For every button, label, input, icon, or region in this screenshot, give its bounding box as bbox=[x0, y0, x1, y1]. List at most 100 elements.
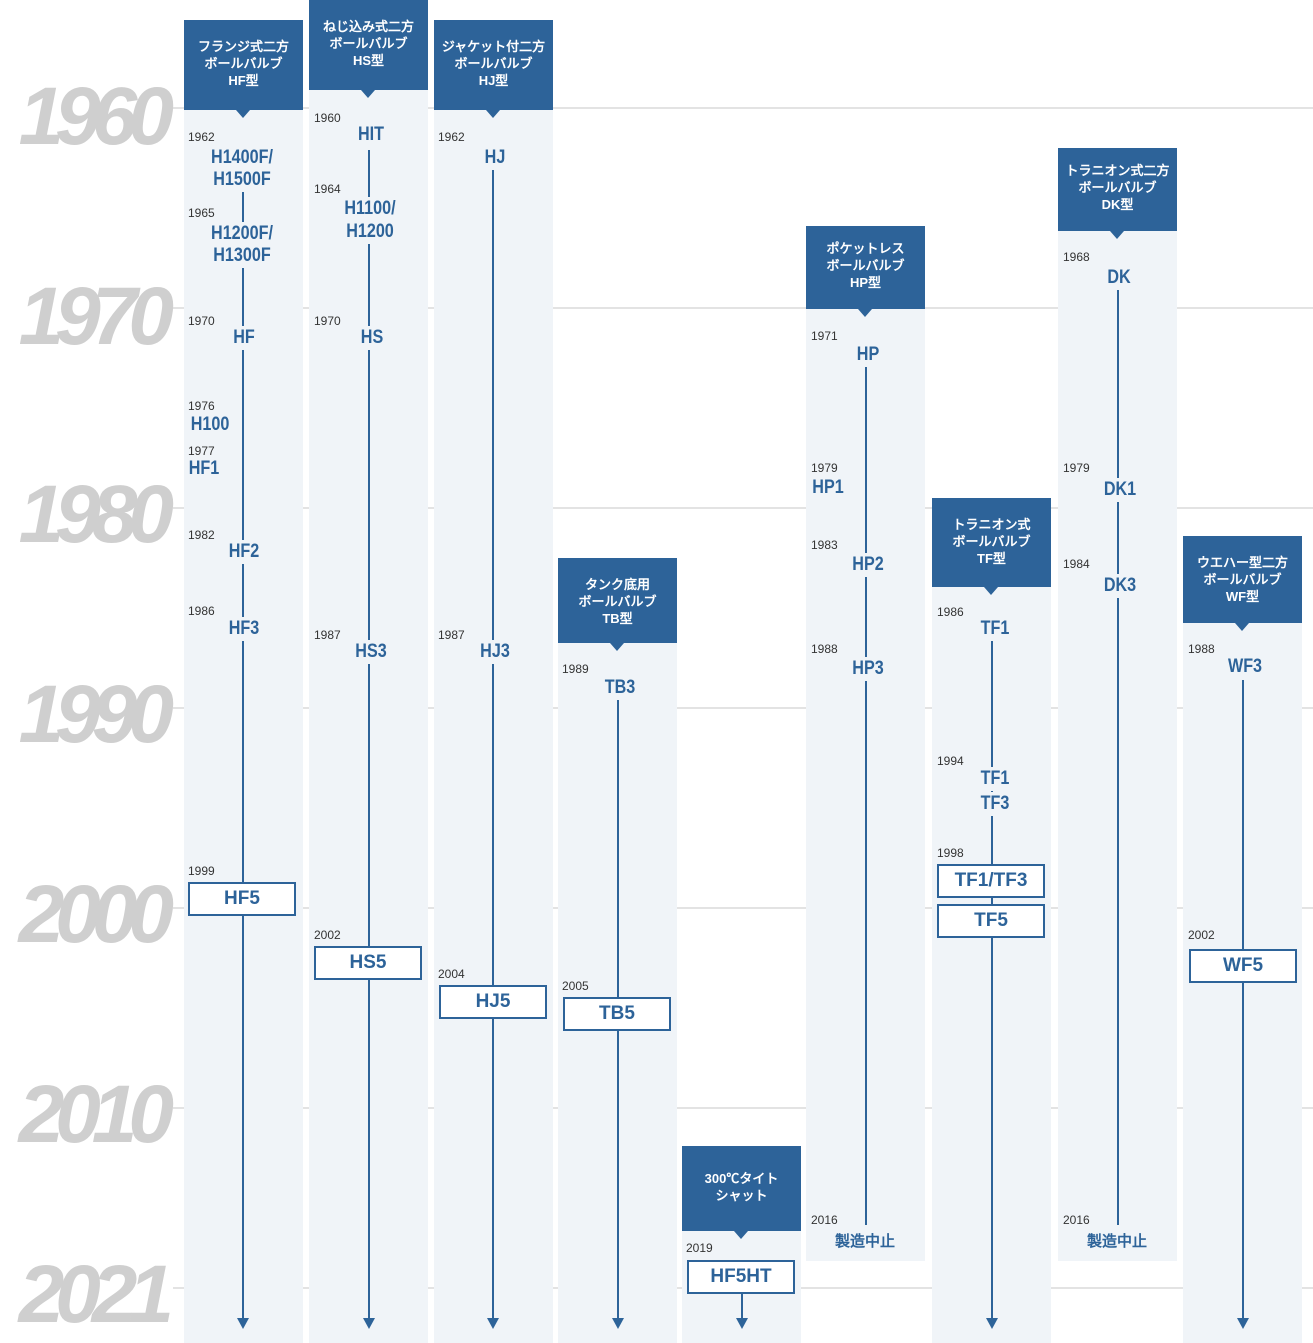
model-box-hf5: HF5 bbox=[188, 882, 296, 916]
timeline-tf bbox=[991, 640, 993, 1320]
entry-model: TF1 bbox=[978, 617, 1012, 641]
entry-year: 1983 bbox=[811, 538, 838, 552]
entry-year: 1965 bbox=[188, 206, 215, 220]
entry-year: 1960 bbox=[314, 111, 341, 125]
entry-year: 1968 bbox=[1063, 250, 1090, 264]
entry-year: 1971 bbox=[811, 329, 838, 343]
header-line: ポケットレス bbox=[826, 241, 905, 256]
entry-model: DK3 bbox=[1101, 574, 1139, 598]
year-label-1970: 1970 bbox=[18, 271, 174, 362]
header-line: ボールバルブ bbox=[454, 56, 533, 71]
entry-model: H1200F/ bbox=[197, 222, 287, 246]
entry-year: 1986 bbox=[188, 604, 215, 618]
entry-year: 1987 bbox=[314, 628, 341, 642]
discontinued-label: 製造中止 bbox=[1087, 1233, 1148, 1250]
entry-model: H1500F bbox=[197, 168, 287, 192]
column-tb-header: タンク底用 ボールバルブ TB型 bbox=[558, 558, 677, 651]
header-pointer bbox=[1110, 231, 1124, 239]
entry-model: HP2 bbox=[849, 553, 887, 577]
entry-model: HS bbox=[353, 326, 391, 350]
arrow-down-icon bbox=[237, 1318, 249, 1329]
entry-year: 2002 bbox=[1188, 928, 1215, 942]
header-pointer bbox=[361, 90, 375, 98]
entry-model: HJ3 bbox=[476, 640, 514, 664]
entry-year: 1987 bbox=[438, 628, 465, 642]
entry-year: 1986 bbox=[937, 605, 964, 619]
entry-year: 1988 bbox=[811, 642, 838, 656]
header-pointer bbox=[858, 309, 872, 317]
header-line: TF型 bbox=[977, 551, 1006, 566]
model-box-wf5: WF5 bbox=[1189, 949, 1297, 983]
entry-year: 1994 bbox=[937, 754, 964, 768]
entry-model: HS3 bbox=[348, 640, 394, 664]
header-line: ジャケット付二方 bbox=[441, 39, 546, 54]
header-line: ボールバルブ bbox=[204, 56, 283, 71]
header-line: ボールバルブ bbox=[1203, 572, 1282, 587]
header-pointer bbox=[1235, 623, 1249, 631]
entry-year: 2004 bbox=[438, 967, 465, 981]
header-line: TB型 bbox=[602, 611, 633, 626]
gridline-2010 bbox=[173, 1107, 1313, 1109]
entry-model: H1400F/ bbox=[197, 146, 287, 170]
header-line: DK型 bbox=[1101, 197, 1134, 212]
entry-model: TB3 bbox=[601, 676, 639, 700]
year-label-2010: 2010 bbox=[18, 1069, 174, 1160]
header-line: ボールバルブ bbox=[578, 594, 657, 609]
entry-year: 2016 bbox=[811, 1213, 838, 1227]
header-line: HS型 bbox=[352, 53, 385, 68]
entry-model: H1100/ bbox=[330, 197, 410, 221]
entry-year: 1988 bbox=[1188, 642, 1215, 656]
header-line: フランジ式二方 bbox=[197, 39, 289, 54]
entry-model: HJ bbox=[480, 146, 510, 170]
header-pointer bbox=[984, 587, 998, 595]
gridline-1980 bbox=[173, 507, 1313, 509]
year-label-1960: 1960 bbox=[18, 71, 174, 162]
entry-model: DK bbox=[1104, 266, 1134, 290]
year-label-1980: 1980 bbox=[18, 469, 174, 560]
entry-model: HP3 bbox=[849, 657, 887, 681]
timeline-hp bbox=[865, 365, 867, 1225]
arrow-down-icon bbox=[736, 1318, 748, 1329]
arrow-down-icon bbox=[487, 1318, 499, 1329]
entry-year: 1964 bbox=[314, 182, 341, 196]
entry-year: 1962 bbox=[438, 130, 465, 144]
column-wf-header: ウエハー型二方 ボールバルブ WF型 bbox=[1183, 536, 1302, 631]
column-tf-header: トラニオン式 ボールバルブ TF型 bbox=[932, 498, 1051, 595]
entry-model: HIT bbox=[352, 123, 390, 147]
entry-year: 1989 bbox=[562, 662, 589, 676]
column-hs-header: ねじ込み式二方 ボールバルブ HS型 bbox=[309, 0, 428, 98]
entry-model: HP bbox=[853, 343, 883, 367]
entry-year: 1970 bbox=[314, 314, 341, 328]
entry-model: TF1 bbox=[978, 767, 1012, 791]
header-line: HP型 bbox=[849, 275, 882, 290]
header-pointer bbox=[236, 110, 250, 118]
entry-model: HF bbox=[225, 326, 263, 350]
header-line: トラニオン式 bbox=[952, 517, 1031, 532]
gridline-1960 bbox=[173, 107, 1313, 109]
arrow-down-icon bbox=[986, 1318, 998, 1329]
year-label-1990: 1990 bbox=[18, 669, 174, 760]
entry-model: HF1 bbox=[187, 457, 221, 481]
year-label-2000: 2000 bbox=[18, 869, 174, 960]
entry-model: H100 bbox=[187, 413, 233, 437]
entry-year: 1979 bbox=[1063, 461, 1090, 475]
gridline-2000 bbox=[173, 907, 1313, 909]
header-pointer bbox=[734, 1231, 748, 1239]
header-line: ウエハー型二方 bbox=[1196, 555, 1288, 570]
year-label-2021: 2021 bbox=[18, 1249, 174, 1340]
entry-model: HF3 bbox=[225, 617, 263, 641]
column-hf-header: フランジ式二方 ボールバルブ HF型 bbox=[184, 20, 303, 118]
entry-year: 2005 bbox=[562, 979, 589, 993]
header-line: HJ型 bbox=[478, 73, 509, 88]
gridline-1970 bbox=[173, 307, 1313, 309]
header-line: シャット bbox=[715, 1188, 768, 1203]
header-line: 300℃タイト bbox=[704, 1171, 779, 1186]
entry-model: WF3 bbox=[1225, 655, 1265, 679]
entry-year: 1962 bbox=[188, 130, 215, 144]
timeline-hj bbox=[492, 170, 494, 1320]
column-dk-header: トラニオン式二方 ボールバルブ DK型 bbox=[1058, 148, 1177, 239]
gridline-1990 bbox=[173, 707, 1313, 709]
entry-model: H1200 bbox=[330, 220, 410, 244]
entry-model: DK1 bbox=[1101, 478, 1139, 502]
model-box-hj5: HJ5 bbox=[439, 985, 547, 1019]
